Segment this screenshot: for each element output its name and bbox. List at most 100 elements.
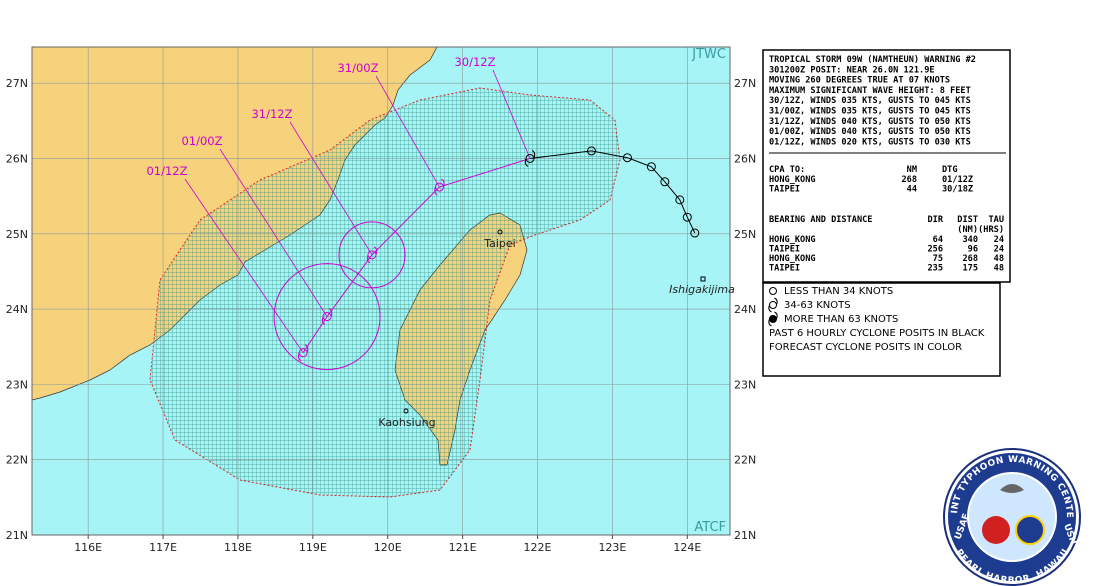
y-tick-label: 27N: [734, 77, 756, 90]
cpa-header: NM: [907, 165, 917, 175]
x-tick-label: 124E: [673, 541, 701, 554]
legend-symbol-hook: [768, 311, 778, 327]
y-tick-label: 25N: [734, 228, 756, 241]
y-tick-label: 21N: [734, 529, 756, 542]
bearing-cell: HONG_KONG: [769, 235, 816, 245]
bearing-cell: TAIPEI: [769, 264, 800, 274]
warning-line: 30/12Z, WINDS 035 KTS, GUSTS TO 045 KTS: [769, 96, 971, 106]
wind-radius: [273, 263, 381, 371]
past-position: [646, 162, 656, 172]
x-tick-label: 123E: [598, 541, 626, 554]
storm-symbol-hook: [297, 344, 309, 362]
x-tick-label: 120E: [374, 541, 402, 554]
bearing-header: DIST: [957, 215, 978, 225]
y-tick-label: 22N: [734, 454, 756, 467]
bearing-cell: 340: [962, 235, 978, 245]
cpa-cell: HONG_KONG: [769, 175, 816, 185]
label-leader: [219, 148, 328, 317]
legend-symbol: [769, 287, 777, 295]
y-tick-label: 24N: [734, 303, 756, 316]
bearing-cell: HONG_KONG: [769, 254, 816, 264]
cpa-header: DTG: [942, 165, 958, 175]
cpa-cell: 01/12Z: [942, 175, 973, 185]
forecast-time-label: 01/00Z: [181, 134, 222, 148]
past-track-line: [529, 150, 696, 234]
y-tick-label: 27N: [6, 77, 28, 90]
cpa-cell: TAIPEI: [769, 185, 800, 195]
wind-danger-area: [149, 87, 621, 498]
storm-symbol-hook: [434, 178, 445, 196]
warning-line: 31/00Z, WINDS 035 KTS, GUSTS TO 045 KTS: [769, 107, 971, 117]
past-position: [660, 177, 670, 187]
cpa-cell: 268: [901, 175, 917, 185]
bearing-cell: 75: [933, 254, 943, 264]
bearing-cell: TAIPEI: [769, 245, 800, 255]
legend-label: PAST 6 HOURLY CYCLONE POSITS IN BLACK: [769, 328, 985, 339]
warning-line: 31/12Z, WINDS 040 KTS, GUSTS TO 050 KTS: [769, 117, 971, 127]
warning-box: [762, 49, 1011, 283]
x-tick-label: 116E: [74, 541, 102, 554]
x-tick-label: 118E: [224, 541, 252, 554]
bearing-cell: 235: [927, 264, 943, 274]
map-layer: [32, 47, 730, 535]
bearing-cell: 48: [994, 264, 1004, 274]
city-label: Taipei: [483, 237, 516, 250]
y-tick-label: 26N: [6, 152, 28, 165]
bearing-cell: 48: [994, 254, 1004, 264]
x-tick-label: 119E: [299, 541, 327, 554]
y-tick-label: 22N: [6, 454, 28, 467]
cpa-cell: 30/18Z: [942, 185, 973, 195]
legend-symbol-hook: [768, 297, 778, 313]
legend-label: LESS THAN 34 KNOTS: [784, 286, 893, 297]
warning-line: 01/12Z, WINDS 020 KTS, GUSTS TO 030 KTS: [769, 137, 971, 147]
legend-symbol: [769, 315, 777, 323]
city-marker: [403, 408, 409, 414]
bearing-cell: 175: [962, 264, 978, 274]
warning-line: TROPICAL STORM 09W (NAMTHEUN) WARNING #2: [769, 55, 976, 65]
y-tick-label: 26N: [734, 152, 756, 165]
city-marker: [497, 229, 503, 235]
label-leader: [289, 121, 373, 256]
y-tick-label: 25N: [6, 228, 28, 241]
forecast-track-line: [302, 157, 531, 354]
legend-label: MORE THAN 63 KNOTS: [784, 314, 898, 325]
y-tick-label: 21N: [6, 529, 28, 542]
forecast-time-label: 30/12Z: [454, 55, 495, 69]
storm-symbol-hook: [524, 150, 536, 167]
bearing-cell: 256: [927, 245, 943, 255]
city-marker: [700, 276, 706, 282]
y-tick-label: 24N: [6, 303, 28, 316]
warning-line: 01/00Z, WINDS 040 KTS, GUSTS TO 050 KTS: [769, 127, 971, 137]
legend-box: [762, 282, 1001, 377]
label-leader: [184, 178, 304, 353]
source-label: JTWC: [691, 47, 726, 62]
past-position: [622, 153, 632, 163]
y-tick-label: 23N: [6, 378, 28, 391]
past-position: [690, 228, 700, 238]
city-label: Ishigakijima: [669, 283, 735, 296]
storm-symbol-hook: [366, 246, 378, 264]
city-label: Kaohsiung: [378, 416, 435, 429]
bearing-cell: 24: [994, 235, 1004, 245]
x-tick-label: 122E: [524, 541, 552, 554]
forecast-time-label: 31/00Z: [337, 61, 378, 75]
past-position: [586, 146, 596, 156]
legend-label: FORECAST CYCLONE POSITS IN COLOR: [769, 342, 962, 353]
warning-line: MAXIMUM SIGNIFICANT WAVE HEIGHT: 8 FEET: [769, 86, 971, 96]
bearing-header: DIR: [927, 215, 943, 225]
cpa-cell: 44: [907, 185, 917, 195]
x-tick-label: 121E: [449, 541, 477, 554]
forecast-time-label: 31/12Z: [251, 107, 292, 121]
past-position: [682, 212, 692, 222]
label-leader: [375, 75, 440, 188]
bearing-cell: 64: [933, 235, 943, 245]
bearing-cell: 268: [962, 254, 978, 264]
bearing-unit: (NM): [957, 225, 978, 235]
bearing-unit: (HRS): [978, 225, 1004, 235]
forecast-time-label: 01/12Z: [146, 164, 187, 178]
warning-line: MOVING 260 DEGREES TRUE AT 07 KNOTS: [769, 76, 950, 86]
past-position: [675, 195, 685, 205]
cpa-header: CPA TO:: [769, 165, 805, 175]
